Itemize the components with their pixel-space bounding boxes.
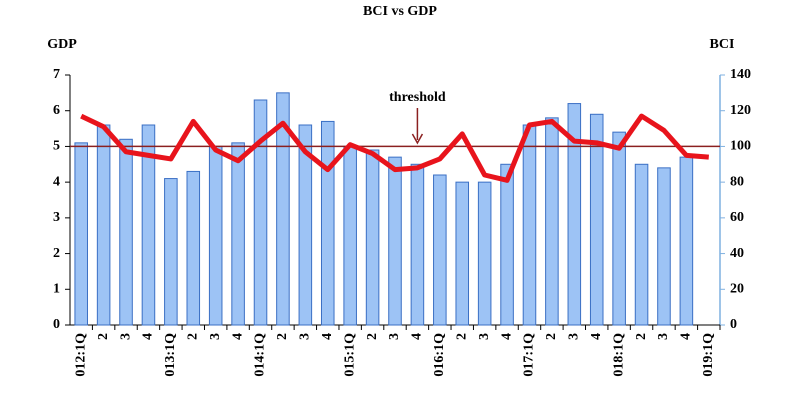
x-tick-label: 017:1Q [522,333,537,377]
x-tick-label: 013:1Q [163,333,178,377]
bar [589,113,604,326]
x-tick-label: 2 [454,333,469,340]
annotation-arrowhead [411,133,424,145]
x-tick-label: 2 [96,333,111,340]
y-tick-label: 1 [53,282,60,297]
x-tick-label: 2 [634,333,649,340]
line [80,113,709,183]
y-tick-label: 2 [53,246,60,261]
y-axis-title: GDP [47,37,77,52]
y2-tick-label: 20 [730,282,744,297]
x-tick-label: 3 [298,333,313,340]
bar [208,145,223,326]
y-tick-label: 3 [53,210,60,225]
bar [477,181,492,326]
bar [657,167,671,326]
x-tick-label: 3 [477,333,492,340]
bar [276,92,290,326]
x-tick-label: 3 [387,333,402,340]
y-tick-label: 6 [53,103,60,118]
bar [231,142,245,326]
bar [298,124,313,326]
bar [343,145,357,326]
y-tick-label: 4 [53,174,60,189]
bar [253,99,268,326]
bar [522,124,537,326]
x-tick-label: 012:1Q [73,333,88,377]
x-tick-label: 2 [365,333,380,340]
y2-tick-label: 120 [730,103,751,118]
bar [500,163,514,326]
y2-tick-label: 40 [730,246,744,261]
bar [388,156,402,326]
x-tick-label: 4 [589,333,604,340]
x-tick-label: 018:1Q [611,333,626,377]
y-tick-label: 5 [53,139,60,154]
y2-tick-label: 80 [730,174,744,189]
bar [455,181,470,326]
x-tick-label: 016:1Q [432,333,447,377]
x-tick-label: 4 [320,333,335,340]
annotation: threshold [389,90,446,105]
bar [365,149,380,326]
bar [74,142,88,326]
x-tick-label: 4 [410,333,425,340]
y2-tick-label: 0 [730,317,737,332]
bar [320,120,335,326]
x-tick-label: 2 [185,333,200,340]
bar [141,124,156,326]
bar [545,117,559,326]
x-tick-label: 4 [230,333,245,340]
chart-title: BCI vs GDP [363,4,437,19]
y2-tick-label: 140 [730,67,751,82]
bar [612,131,626,326]
bar [433,174,447,326]
bar [186,170,201,326]
x-tick-label: 014:1Q [253,333,268,377]
x-tick-label: 3 [656,333,671,340]
bar [634,163,649,326]
bar [567,103,582,326]
y-tick-label: 7 [53,67,60,82]
x-tick-label: 015:1Q [342,333,357,377]
bar [119,138,133,326]
y-tick-label: 0 [53,317,60,332]
x-tick-label: 4 [679,333,694,340]
x-tick-label: 4 [499,333,514,340]
y2-axis-title: BCI [710,37,735,52]
bar [96,124,111,326]
x-tick-label: 3 [567,333,582,340]
bar [164,178,178,326]
x-tick-label: 3 [208,333,223,340]
bar [679,156,694,326]
x-tick-label: 3 [118,333,133,340]
x-tick-label: 019:1Q [701,333,716,377]
bar [410,163,425,326]
y2-tick-label: 100 [730,139,751,154]
x-tick-label: 2 [544,333,559,340]
x-tick-label: 2 [275,333,290,340]
x-tick-label: 4 [141,333,156,340]
y2-tick-label: 60 [730,210,744,225]
